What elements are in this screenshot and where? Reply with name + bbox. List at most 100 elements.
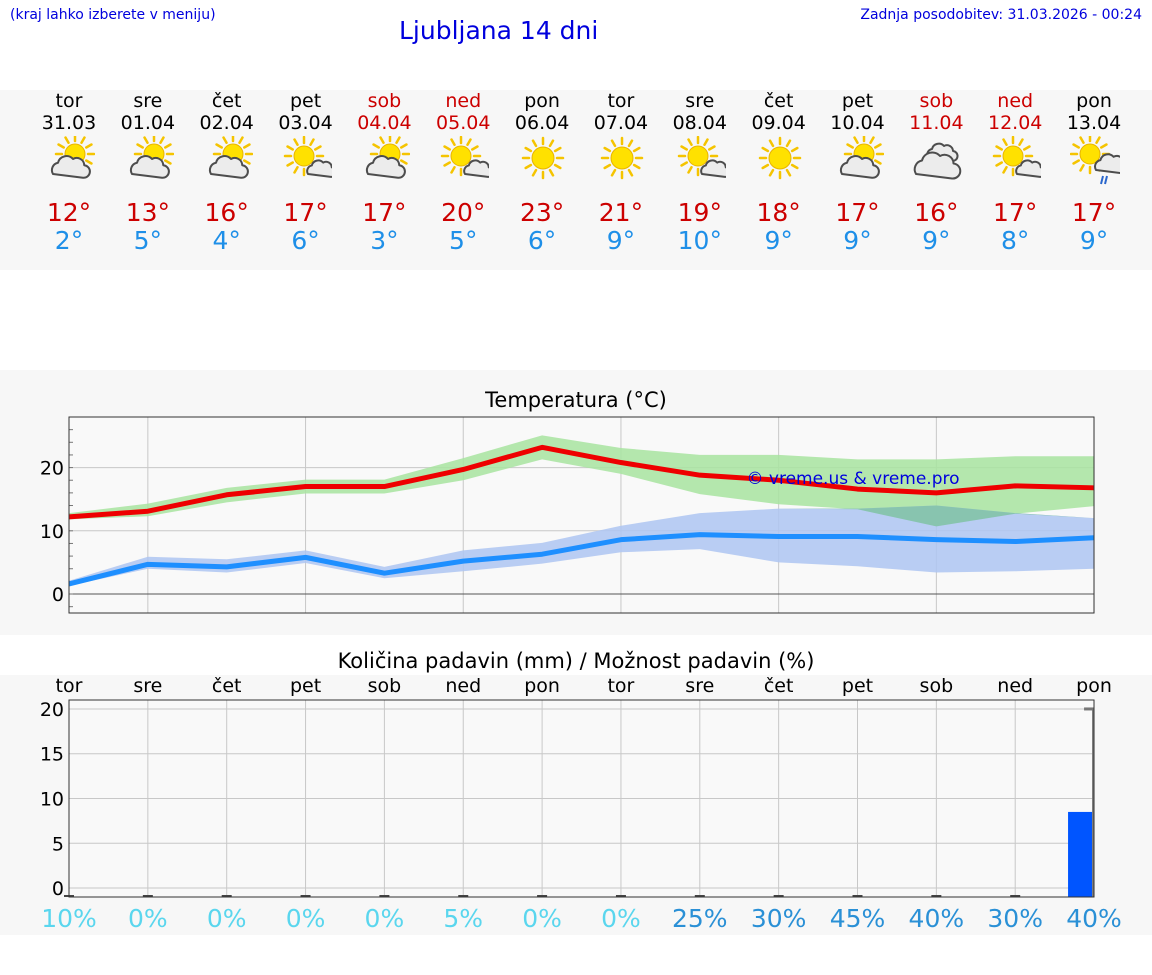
precip-probability: 10% bbox=[41, 904, 97, 933]
day-name: ned bbox=[445, 90, 482, 112]
min-temperature: 9° bbox=[1079, 226, 1109, 255]
precip-day-label: tor bbox=[55, 675, 83, 697]
max-temperature: 16° bbox=[914, 198, 959, 227]
precip-day-label: sre bbox=[133, 675, 163, 697]
day-name: sre bbox=[133, 90, 163, 112]
precip-bar bbox=[379, 895, 390, 897]
sun-small-cloud-icon bbox=[677, 136, 726, 178]
forecast-strip: tor 31.03 12° 2° sre 01.04 13° 5° čet 02.04 16° 4° p… bbox=[0, 90, 1152, 270]
precip-day-label: čet bbox=[211, 675, 242, 697]
sun-icon bbox=[758, 136, 801, 180]
min-temperature: 2° bbox=[54, 226, 84, 255]
forecast-day: pet 03.04 17° 6° bbox=[266, 90, 346, 255]
precip-bar bbox=[537, 895, 548, 897]
precip-day-label: pon bbox=[1076, 675, 1112, 697]
day-date: 08.04 bbox=[672, 112, 727, 134]
max-temperature: 13° bbox=[125, 198, 170, 227]
location-hint[interactable]: (kraj lahko izberete v meniju) bbox=[10, 7, 216, 23]
plot-frame bbox=[68, 699, 1095, 898]
last-updated: Zadnja posodobitev: 31.03.2026 - 00:24 bbox=[860, 7, 1142, 23]
range-overlap bbox=[69, 505, 1095, 581]
day-date: 12.04 bbox=[987, 112, 1043, 134]
day-name: pet bbox=[841, 90, 874, 112]
page-title: Ljubljana 14 dni bbox=[399, 16, 599, 45]
precip-day-label: ned bbox=[997, 675, 1034, 697]
min-temperature: 5° bbox=[449, 226, 478, 255]
forecast-day: čet 09.04 18° 9° bbox=[739, 90, 819, 255]
y-tick-label: 10 bbox=[40, 521, 64, 543]
sun-icon bbox=[600, 136, 644, 180]
precip-bar bbox=[852, 895, 863, 897]
max-temperature: 17° bbox=[835, 198, 880, 227]
day-name: sre bbox=[685, 90, 715, 112]
sun-cloud-icon bbox=[366, 136, 411, 179]
min-temperature: 5° bbox=[133, 226, 163, 255]
y-tick-label: 0 bbox=[52, 878, 64, 900]
max-temperature-range bbox=[69, 435, 1095, 527]
day-date: 01.04 bbox=[120, 112, 176, 134]
max-temperature: 21° bbox=[598, 198, 644, 227]
y-tick-label: 5 bbox=[52, 833, 64, 855]
sun-cloud-icon bbox=[208, 136, 253, 179]
precip-probability: 5% bbox=[443, 904, 484, 933]
forecast-day: ned 05.04 20° 5° bbox=[423, 90, 503, 255]
watermark: © vreme.us & vreme.pro bbox=[746, 469, 959, 489]
min-temperature: 6° bbox=[291, 226, 320, 255]
precip-day-label: čet bbox=[763, 675, 794, 697]
precipitation-chart: 0 5 10 15 20 bbox=[40, 699, 1095, 900]
forecast-day: sob 11.04 16° 9° bbox=[896, 90, 976, 255]
precip-bar bbox=[1010, 895, 1021, 897]
forecast-day: ned 12.04 17° 8° bbox=[975, 90, 1055, 255]
min-temperature-line bbox=[68, 532, 1095, 587]
sun-small-cloud-icon bbox=[441, 136, 490, 178]
forecast-day: sob 04.04 17° 3° bbox=[344, 90, 424, 255]
max-temperature: 17° bbox=[993, 198, 1038, 227]
precip-bar bbox=[1068, 811, 1093, 897]
precip-bar bbox=[458, 895, 469, 897]
precip-probability: 25% bbox=[672, 904, 728, 933]
day-name: čet bbox=[211, 90, 242, 112]
precip-bar bbox=[694, 895, 705, 897]
precip-bar bbox=[221, 895, 232, 897]
sun-small-cloud-icon bbox=[992, 136, 1042, 178]
precip-probability: 0% bbox=[522, 904, 562, 933]
sun-small-cloud-icon bbox=[283, 136, 332, 178]
forecast-day: čet 02.04 16° 4° bbox=[187, 90, 267, 255]
precip-probability: 45% bbox=[829, 904, 886, 933]
day-name: pon bbox=[524, 90, 560, 112]
y-tick-label: 10 bbox=[40, 789, 64, 811]
forecast-day: tor 31.03 12° 2° bbox=[29, 90, 109, 255]
day-name: čet bbox=[763, 90, 794, 112]
min-temperature: 3° bbox=[370, 226, 399, 255]
precip-probability: 40% bbox=[1066, 904, 1122, 933]
min-temperature: 6° bbox=[527, 226, 557, 255]
max-temperature: 19° bbox=[677, 198, 722, 227]
cloudy-icon bbox=[914, 142, 962, 180]
precip-day-label: sob bbox=[367, 675, 402, 697]
sun-cloud-icon bbox=[50, 136, 95, 179]
max-temperature: 17° bbox=[362, 198, 407, 227]
day-name: tor bbox=[607, 90, 635, 112]
forecast-day: tor 07.04 21° 9° bbox=[581, 90, 661, 255]
day-date: 07.04 bbox=[593, 112, 649, 134]
min-temperature: 8° bbox=[1000, 226, 1030, 255]
precip-day-label: tor bbox=[607, 675, 635, 697]
sun-cloud-icon bbox=[129, 136, 174, 179]
sun-icon bbox=[521, 136, 565, 180]
max-temperature: 16° bbox=[204, 198, 249, 227]
sun-cloud-icon bbox=[839, 136, 884, 179]
forecast-band bbox=[0, 90, 1152, 270]
max-temperature: 12° bbox=[46, 198, 92, 227]
temperature-chart-title: Temperatura (°C) bbox=[485, 388, 667, 412]
precip-bar bbox=[773, 895, 784, 897]
forecast-day: pon 06.04 23° 6° bbox=[502, 90, 582, 255]
precip-day-label: pet bbox=[289, 675, 322, 697]
day-date: 05.04 bbox=[436, 112, 491, 134]
precip-day-label: ned bbox=[445, 675, 482, 697]
precip-bar bbox=[931, 895, 942, 897]
min-temperature: 9° bbox=[764, 226, 793, 255]
forecast-day: pet 10.04 17° 9° bbox=[818, 90, 898, 255]
precip-bar bbox=[300, 895, 311, 897]
max-temperature: 23° bbox=[519, 198, 565, 227]
day-date: 03.04 bbox=[278, 112, 333, 134]
